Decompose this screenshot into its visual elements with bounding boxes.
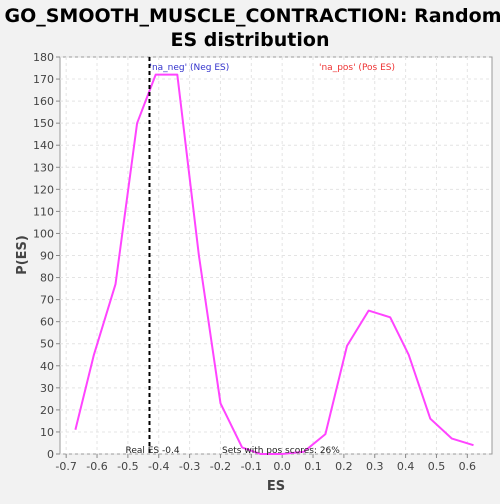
y-tick-label: 10 <box>40 426 54 439</box>
y-tick-label: 40 <box>40 360 54 373</box>
y-tick-label: 100 <box>33 227 54 240</box>
sets-pos-annotation: Sets with pos scores: 26% <box>222 446 340 456</box>
y-tick-label: 130 <box>33 161 54 174</box>
x-tick-label: 0.3 <box>366 460 384 473</box>
chart-title-line-2: ES distribution <box>171 29 330 51</box>
y-tick-label: 110 <box>33 205 54 218</box>
x-tick-label: 0.2 <box>335 460 353 473</box>
y-tick-label: 20 <box>40 404 54 417</box>
neg-es-annotation: 'na_neg' (Neg ES) <box>149 63 229 73</box>
x-tick-label: 0.0 <box>273 460 291 473</box>
y-tick-label: 0 <box>47 448 54 461</box>
series-layer <box>74 73 474 455</box>
y-tick-label: 70 <box>40 294 54 307</box>
y-tick-label: 120 <box>33 183 54 196</box>
y-tick-label: 140 <box>33 139 54 152</box>
y-tick-label: 30 <box>40 382 54 395</box>
x-tick-label: -0.7 <box>55 460 76 473</box>
x-tick-label: 0.1 <box>304 460 322 473</box>
y-tick-label: 60 <box>40 316 54 329</box>
x-tick-label: -0.2 <box>210 460 231 473</box>
y-tick-label: 90 <box>40 250 54 263</box>
series-line <box>74 73 474 455</box>
x-tick-label: -0.5 <box>117 460 138 473</box>
y-tick-label: 80 <box>40 272 54 285</box>
y-tick-label: 170 <box>33 73 54 86</box>
y-tick-label: 180 <box>33 51 54 64</box>
x-tick-label: 0.5 <box>428 460 446 473</box>
real-es-annotation: Real ES -0.4 <box>125 446 179 456</box>
chart-title-line-1: GO_SMOOTH_MUSCLE_CONTRACTION: Random <box>4 5 500 27</box>
x-tick-label: -0.6 <box>86 460 107 473</box>
axes: 0 10 20 30 40 50 60 70 80 90 100 110 120 130 140 150 160… <box>33 51 476 473</box>
y-tick-label: 50 <box>40 338 54 351</box>
x-tick-label: 0.4 <box>397 460 415 473</box>
x-axis-label: ES <box>267 479 285 494</box>
x-tick-label: -0.1 <box>241 460 262 473</box>
x-tick-label: -0.3 <box>179 460 200 473</box>
x-tick-label: -0.4 <box>148 460 169 473</box>
x-tick-label: 0.6 <box>459 460 477 473</box>
pos-es-annotation: 'na_pos' (Pos ES) <box>319 63 395 73</box>
y-tick-label: 160 <box>33 95 54 108</box>
y-tick-label: 150 <box>33 117 54 130</box>
y-axis-label: P(ES) <box>15 235 30 275</box>
